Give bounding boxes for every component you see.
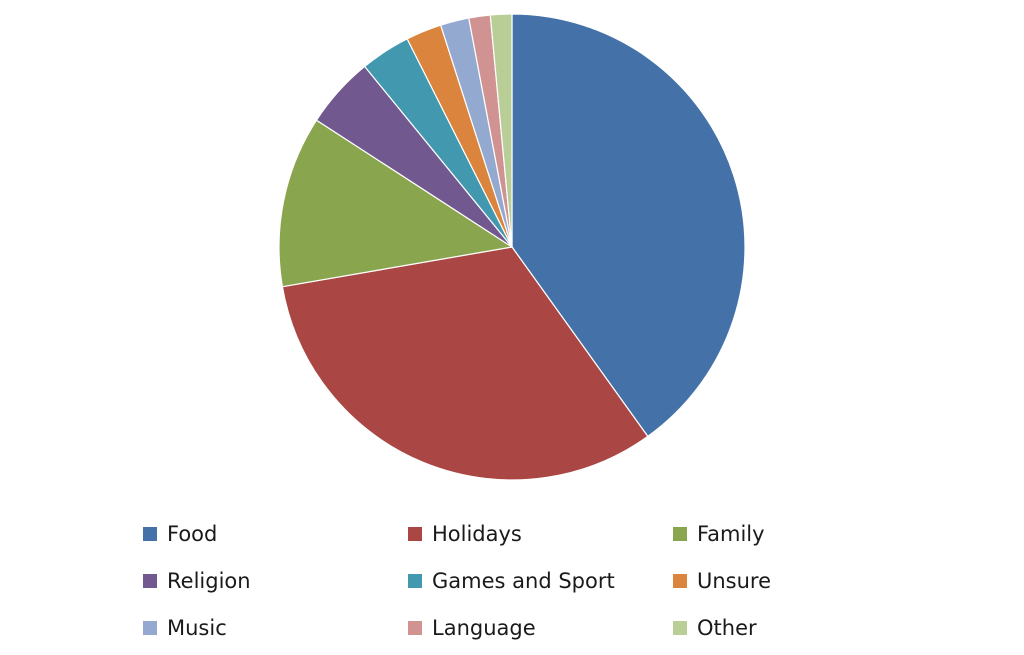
pie-slice-food — [511, 13, 746, 438]
legend-label: Language — [432, 616, 536, 640]
legend-label: Games and Sport — [432, 569, 615, 593]
legend-label: Religion — [167, 569, 251, 593]
legend-item-language: Language — [408, 608, 673, 648]
legend-label: Unsure — [697, 569, 772, 593]
legend-item-family: Family — [673, 514, 883, 554]
legend-label: Holidays — [432, 522, 522, 546]
legend: Food Holidays Family Religion Games and Spor… — [143, 514, 883, 655]
legend-label: Food — [167, 522, 218, 546]
legend-swatch — [408, 574, 422, 588]
legend-label: Family — [697, 522, 765, 546]
legend-item-holidays: Holidays — [408, 514, 673, 554]
pie-slice-holidays — [281, 246, 649, 481]
legend-swatch — [143, 527, 157, 541]
legend-item-religion: Religion — [143, 561, 408, 601]
pie-slice-other — [489, 13, 513, 248]
legend-swatch — [673, 621, 687, 635]
legend-item-unsure: Unsure — [673, 561, 883, 601]
legend-item-games-and-sport: Games and Sport — [408, 561, 673, 601]
legend-swatch — [673, 574, 687, 588]
legend-swatch — [143, 621, 157, 635]
legend-item-other: Other — [673, 608, 883, 648]
legend-label: Other — [697, 616, 757, 640]
pie-plot — [278, 13, 746, 481]
legend-label: Music — [167, 616, 227, 640]
legend-item-food: Food — [143, 514, 408, 554]
legend-swatch — [673, 527, 687, 541]
legend-item-music: Music — [143, 608, 408, 648]
pie-slice-family — [278, 119, 514, 288]
legend-swatch — [143, 574, 157, 588]
legend-swatch — [408, 527, 422, 541]
legend-swatch — [408, 621, 422, 635]
